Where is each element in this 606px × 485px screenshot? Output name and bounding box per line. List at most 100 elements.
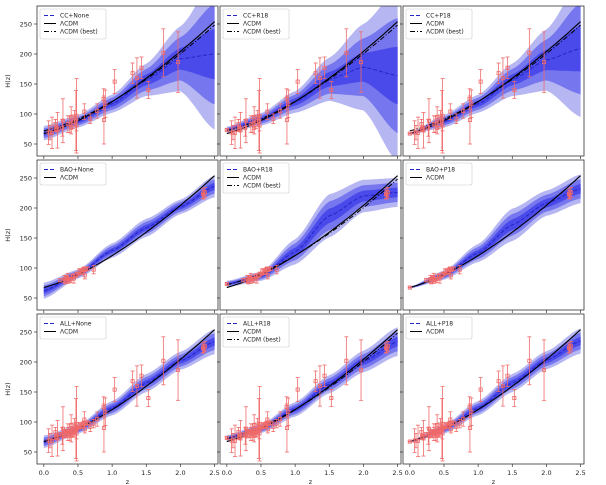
cc-data-point xyxy=(50,116,55,149)
cc-data-point xyxy=(322,56,327,79)
cc-data-point xyxy=(426,406,431,452)
data-point-marker xyxy=(454,116,459,121)
data-point-marker xyxy=(505,65,510,70)
data-point-marker xyxy=(322,65,327,70)
cc-data-point xyxy=(478,377,483,403)
band-2sigma xyxy=(43,6,215,138)
data-point-marker xyxy=(439,118,444,123)
data-point-marker xyxy=(47,438,52,443)
bao-data-point xyxy=(71,273,76,279)
data-point-marker xyxy=(112,387,117,392)
data-point-marker xyxy=(256,118,261,123)
cc-data-point xyxy=(313,62,318,84)
cc-data-point xyxy=(454,113,459,124)
legend-entry-reconstruction: BAO+None xyxy=(44,167,94,174)
y-tick-label: 150 xyxy=(20,234,32,242)
data-point-marker xyxy=(271,116,276,121)
cc-data-point xyxy=(286,89,291,118)
cc-data-point xyxy=(233,116,238,149)
bao-data-point xyxy=(203,187,208,198)
panel-frame xyxy=(219,159,402,311)
x-tick-label: 2.0 xyxy=(541,469,551,477)
data-point-marker xyxy=(448,427,453,432)
legend-entry-reconstruction: CC+P18 xyxy=(410,13,451,20)
data-point-marker xyxy=(284,425,289,430)
legend-label: BAO+None xyxy=(60,167,94,174)
data-point-marker xyxy=(478,387,483,392)
data-point-marker xyxy=(134,76,139,81)
data-point-marker xyxy=(407,439,412,444)
y-tick-label: 150 xyxy=(20,80,32,88)
data-point-marker xyxy=(449,421,454,426)
data-point-marker xyxy=(55,128,60,133)
band-1sigma xyxy=(226,187,398,285)
data-point-marker xyxy=(243,118,248,123)
data-point-marker xyxy=(451,266,456,271)
legend-box xyxy=(39,8,107,40)
y-axis-label: H(z) xyxy=(4,228,12,241)
data-point-marker xyxy=(243,426,248,431)
legend-label: ΛCDM (best) xyxy=(243,337,281,344)
data-point-marker xyxy=(55,436,60,441)
data-point-marker xyxy=(407,131,412,136)
legend-entry-reconstruction: BAO+P18 xyxy=(410,167,455,174)
data-point-marker xyxy=(527,50,532,55)
plot-area xyxy=(43,175,215,299)
data-point-marker xyxy=(449,267,454,272)
data-point-marker xyxy=(317,76,322,81)
plot-area xyxy=(407,6,581,154)
data-point-marker xyxy=(265,427,270,432)
cc-data-point xyxy=(527,28,532,78)
y-tick-label: 250 xyxy=(20,174,32,182)
x-tick-label: 2.5 xyxy=(209,469,219,477)
x-tick-label: 0.5 xyxy=(439,469,449,477)
x-tick-label: 1.0 xyxy=(290,469,300,477)
bao-data-point xyxy=(265,425,270,434)
bao-data-point xyxy=(386,341,391,352)
data-point-marker xyxy=(421,128,426,133)
cc-data-point xyxy=(278,103,283,119)
cc-data-point xyxy=(359,339,364,401)
cc-data-point xyxy=(243,98,248,144)
legend-entry-lcdm: ΛCDM xyxy=(44,329,78,336)
legend-box xyxy=(39,162,107,186)
data-point-marker xyxy=(295,387,300,392)
data-point-marker xyxy=(286,101,291,106)
cc-data-point xyxy=(233,424,238,457)
data-point-marker xyxy=(284,118,289,123)
data-point-marker xyxy=(233,130,238,135)
x-tick-label: 2.5 xyxy=(392,469,402,477)
cc-data-point xyxy=(426,98,431,144)
legend-label: ΛCDM xyxy=(426,175,444,182)
cc-data-point xyxy=(542,31,547,93)
data-point-marker xyxy=(569,344,574,349)
legend-entry-reconstruction: ALL+R18 xyxy=(227,321,271,328)
legend-entry-lcdm-best: ΛCDM (best) xyxy=(227,183,281,190)
bao-data-point xyxy=(58,432,63,437)
cc-data-point xyxy=(112,69,117,94)
data-point-marker xyxy=(467,118,472,123)
data-point-marker xyxy=(386,344,391,349)
legend-entry-lcdm: ΛCDM xyxy=(410,175,444,182)
legend-label: ΛCDM xyxy=(60,21,78,28)
data-point-marker xyxy=(95,416,100,421)
legend-label: ALL+R18 xyxy=(243,321,271,328)
cc-data-point xyxy=(295,377,300,403)
y-tick-label: 50 xyxy=(24,140,32,148)
data-point-marker xyxy=(500,383,505,388)
data-point-marker xyxy=(58,432,63,437)
panel-frame xyxy=(36,5,219,157)
data-point-marker xyxy=(85,266,90,271)
cc-data-point xyxy=(413,125,418,141)
data-point-marker xyxy=(200,191,205,196)
data-point-marker xyxy=(233,438,238,443)
cc-data-point xyxy=(265,103,270,120)
data-point-marker xyxy=(268,266,273,271)
band-2sigma xyxy=(409,332,581,443)
data-point-marker xyxy=(139,373,144,378)
